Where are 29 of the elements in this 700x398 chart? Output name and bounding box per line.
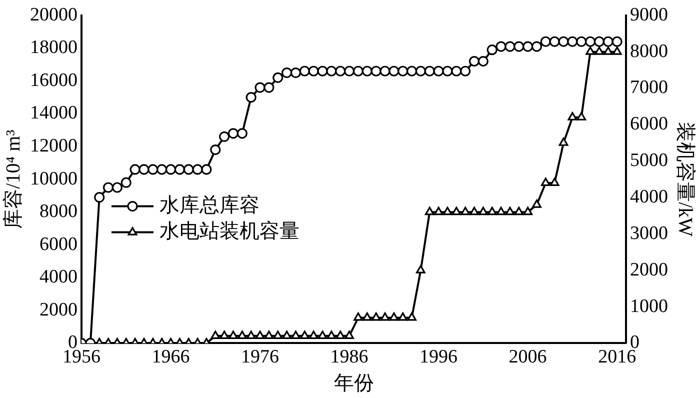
y2-tick-label: 2000 — [630, 259, 668, 280]
y2-tick-label: 7000 — [630, 77, 668, 98]
y-tick-label: 12000 — [30, 136, 78, 157]
x-tick-label: 1966 — [152, 346, 190, 368]
y2-tick-label: 4000 — [630, 186, 668, 208]
x-tick-label: 1996 — [420, 346, 458, 368]
y-tick-label: 14000 — [30, 102, 78, 124]
y2-tick-label: 6000 — [630, 114, 668, 135]
y-tick-label: 10000 — [30, 168, 78, 190]
y-tick-label: 4000 — [40, 266, 78, 288]
y2-tick-label: 1000 — [630, 296, 668, 317]
y-tick-label: 6000 — [40, 234, 78, 255]
y2-tick-label: 8000 — [630, 40, 668, 62]
y2-tick-label: 3000 — [630, 222, 668, 244]
y2-tick-label: 5000 — [630, 150, 668, 172]
x-axis-title: 年份 — [334, 372, 374, 394]
y-tick-label: 2000 — [40, 299, 78, 320]
y2-axis-title: 装机容量/kW — [674, 122, 696, 237]
y-axis-title: 库容/10⁴ m³ — [2, 130, 24, 229]
x-tick-label: 1986 — [330, 346, 368, 368]
legend-label: 水电站装机容量 — [160, 220, 300, 243]
y2-tick-label: 9000 — [630, 4, 668, 26]
y-tick-label: 16000 — [30, 70, 78, 91]
legend-label: 水库总库容 — [160, 194, 260, 217]
x-tick-label: 1976 — [241, 346, 280, 368]
y-tick-label: 8000 — [40, 201, 78, 222]
y-tick-label: 18000 — [30, 37, 78, 58]
y-tick-label: 20000 — [30, 4, 78, 26]
x-tick-label: 2006 — [508, 346, 547, 368]
